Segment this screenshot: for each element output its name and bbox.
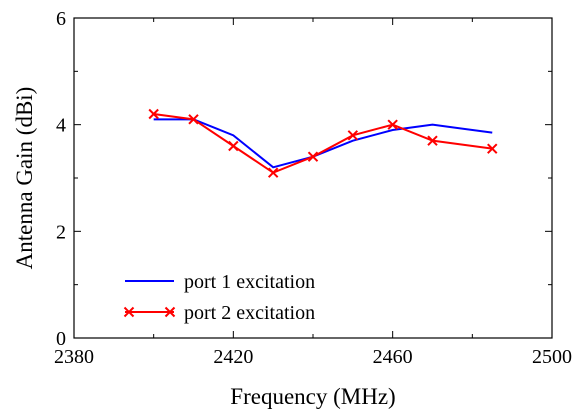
legend-item-1: port 1 excitation xyxy=(125,271,315,293)
x-marker-stroke xyxy=(267,167,279,178)
series-layer xyxy=(148,108,498,178)
x-marker-stroke xyxy=(148,108,159,120)
x-tick-label: 2380 xyxy=(54,346,94,368)
series-2-point xyxy=(427,135,438,146)
y-tick-label: 4 xyxy=(56,115,66,137)
legend-label: port 2 excitation xyxy=(184,302,315,324)
axis-ticks xyxy=(73,17,553,339)
series-2-point xyxy=(148,108,159,120)
series-2-point xyxy=(387,119,398,130)
series-2-point xyxy=(228,140,239,152)
y-tick-label: 2 xyxy=(56,221,66,243)
x-tick-label: 2500 xyxy=(532,346,572,368)
x-marker-stroke xyxy=(228,140,239,152)
legend-item-2: port 2 excitation xyxy=(123,302,315,324)
legend-label: port 1 excitation xyxy=(184,271,315,293)
series-2-point xyxy=(487,143,498,154)
series-2-point xyxy=(347,130,359,141)
series-2-point xyxy=(267,167,279,178)
legend-marker-stroke xyxy=(123,306,135,318)
x-axis-title: Frequency (MHz) xyxy=(230,384,395,409)
x-marker-stroke xyxy=(487,143,498,154)
x-marker-stroke xyxy=(347,130,359,141)
x-marker-stroke xyxy=(427,135,438,146)
x-marker-stroke xyxy=(188,114,199,125)
x-marker-stroke xyxy=(307,151,319,162)
x-marker-stroke xyxy=(387,119,398,130)
y-tick-label: 0 xyxy=(56,328,66,350)
series-2-point xyxy=(188,114,199,125)
y-axis-title: Antenna Gain (dBi) xyxy=(12,87,37,270)
x-tick-label: 2420 xyxy=(213,346,253,368)
x-tick-label: 2460 xyxy=(373,346,413,368)
series-2 xyxy=(148,108,498,178)
legend-marker-stroke xyxy=(164,306,176,318)
series-2-point xyxy=(307,151,319,162)
y-tick-label: 6 xyxy=(56,8,66,30)
legend: port 1 excitation port 2 excitation xyxy=(123,271,315,324)
axis-tick-labels: 2380 2420 2460 2500 0 2 4 6 xyxy=(54,8,572,368)
